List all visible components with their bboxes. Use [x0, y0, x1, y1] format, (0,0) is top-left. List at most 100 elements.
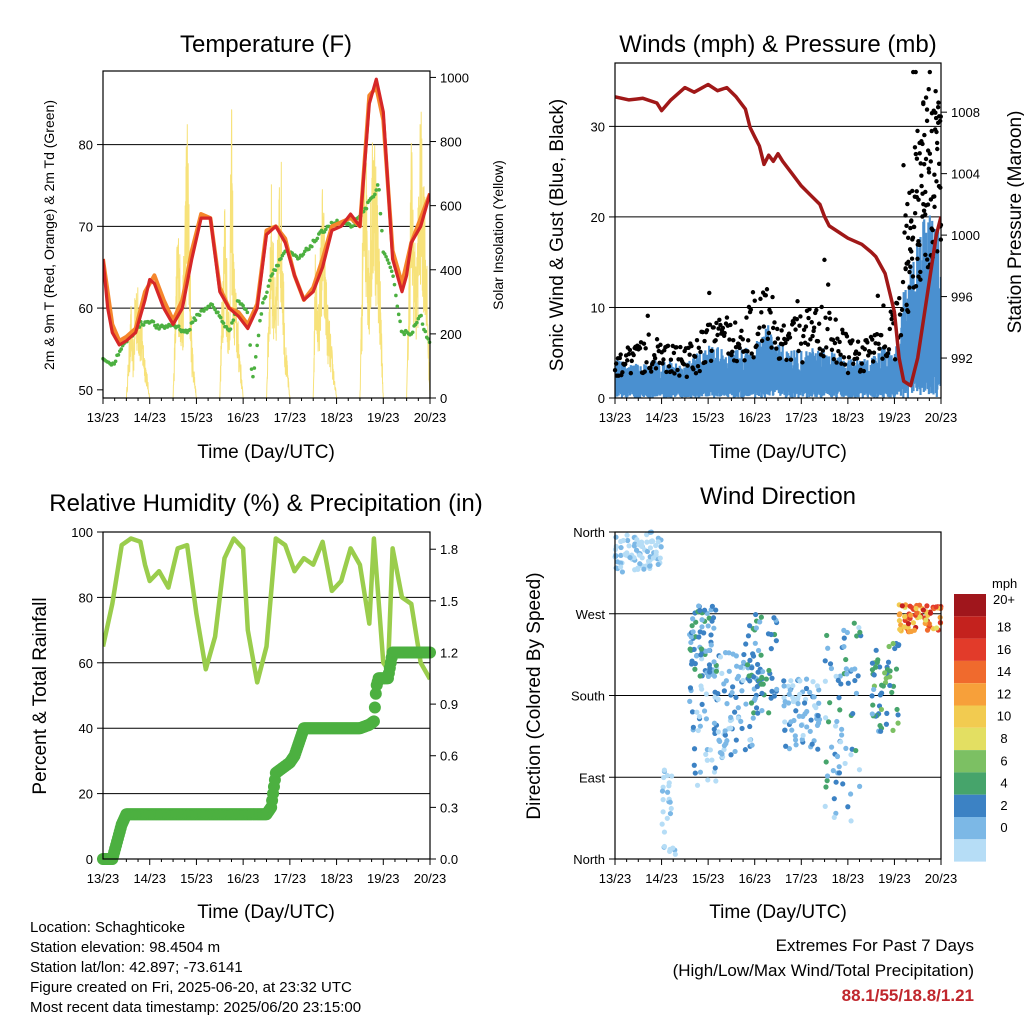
gust-point — [687, 352, 692, 357]
gust-point — [915, 256, 920, 261]
gust-point — [798, 314, 803, 319]
wind-direction-point — [901, 614, 908, 620]
wind-direction-point — [664, 815, 670, 821]
wind-direction-point — [927, 610, 934, 616]
wind-direction-point — [655, 561, 661, 568]
x-tick-label: 20/23 — [414, 410, 447, 425]
gust-point — [742, 358, 747, 363]
gust-point — [923, 156, 929, 162]
wind-direction-point — [636, 552, 643, 558]
gust-point — [816, 321, 822, 326]
gust-point — [932, 204, 937, 210]
gust-point — [845, 370, 851, 376]
gust-point — [733, 320, 738, 325]
wind-direction-point — [690, 629, 696, 635]
colorbar-swatch — [954, 839, 986, 862]
wind-direction-point — [655, 539, 661, 545]
gust-point — [821, 353, 826, 359]
gust-point — [775, 336, 781, 341]
dewpoint-point — [155, 323, 160, 327]
x-tick-label: 15/23 — [180, 410, 213, 425]
wind-direction-point — [613, 534, 619, 540]
wind-direction-point — [920, 607, 926, 613]
gust-point — [645, 313, 650, 319]
wind-direction-point — [815, 720, 822, 726]
wind-direction-point — [734, 663, 740, 669]
dewpoint-point — [112, 362, 117, 366]
wind-direction-point — [914, 610, 920, 616]
wind-direction-point — [807, 689, 813, 695]
gust-point — [907, 269, 912, 275]
gust-point — [617, 355, 622, 361]
winds-ylabel-right: Station Pressure (Maroon) — [1005, 111, 1024, 334]
dewpoint-point — [213, 307, 217, 312]
gust-point — [927, 151, 933, 156]
wind-direction-point — [711, 625, 717, 631]
gust-point — [861, 368, 866, 374]
wind-direction-point — [619, 569, 626, 575]
wind-direction-point — [924, 603, 930, 609]
wind-direction-point — [848, 752, 854, 758]
gust-point — [795, 299, 800, 304]
dewpoint-point — [364, 206, 369, 211]
wind-direction-point — [828, 665, 835, 672]
wind-direction-point — [704, 757, 710, 763]
gust-point — [824, 345, 829, 350]
wind-direction-point — [824, 773, 831, 779]
gust-point — [702, 338, 707, 344]
gust-point — [658, 342, 663, 348]
dewpoint-point — [374, 188, 379, 192]
gust-point — [903, 266, 908, 271]
wind-direction-point — [790, 694, 796, 701]
gust-point — [777, 356, 783, 361]
dewpoint-point — [426, 337, 430, 341]
y-tick-label: 30 — [591, 119, 605, 134]
gust-point — [913, 69, 918, 75]
wind-direction-point — [814, 683, 820, 689]
wind-direction-point — [695, 727, 701, 734]
y-tick-label: East — [579, 770, 605, 785]
y-tick-label: 0 — [598, 391, 605, 406]
x-tick-label: 14/23 — [645, 871, 678, 886]
wind-direction-point — [715, 729, 721, 735]
gust-point — [761, 324, 767, 329]
dewpoint-point — [197, 313, 202, 318]
wind-direction-point — [886, 643, 892, 650]
dewpoint-point — [151, 319, 156, 324]
wind-direction-point — [781, 678, 787, 684]
winds-xlabel: Time (Day/UTC) — [709, 442, 847, 463]
colorbar-swatch — [954, 705, 986, 728]
gust-point — [625, 358, 630, 363]
wind-direction-point — [937, 614, 943, 621]
gust-point — [697, 368, 702, 374]
gust-point — [921, 101, 926, 107]
gust-point — [811, 325, 817, 330]
colorbar-title: mph — [992, 576, 1017, 591]
x-tick-label: 20/23 — [925, 410, 958, 425]
gust-point — [933, 110, 938, 115]
x-tick-label: 16/23 — [227, 871, 260, 886]
wind-direction-point — [923, 617, 929, 623]
wind-direction-point — [733, 653, 739, 659]
gust-point — [935, 105, 941, 110]
gust-point — [906, 259, 911, 265]
wind-direction-point — [883, 675, 889, 681]
gust-point — [935, 146, 940, 152]
gust-point — [781, 323, 786, 328]
wind-direction-point — [882, 670, 888, 676]
wind-direction-point — [832, 723, 839, 729]
gust-point — [830, 337, 836, 343]
wind-direction-point — [913, 605, 919, 612]
wind-direction-point — [769, 675, 775, 681]
wind-direction-point — [893, 666, 900, 672]
gust-point — [932, 172, 937, 177]
dewpoint-point — [265, 290, 269, 295]
wind-direction-point — [698, 652, 704, 658]
gust-point — [906, 309, 911, 314]
wind-direction-point — [733, 694, 739, 700]
y-tick-label: 0 — [86, 852, 93, 867]
wind-direction-point — [884, 710, 890, 716]
gust-point — [685, 363, 690, 368]
wind-direction-point — [810, 679, 816, 685]
temperature-ylabel-right: Solar Insolation (Yellow) — [490, 160, 506, 310]
